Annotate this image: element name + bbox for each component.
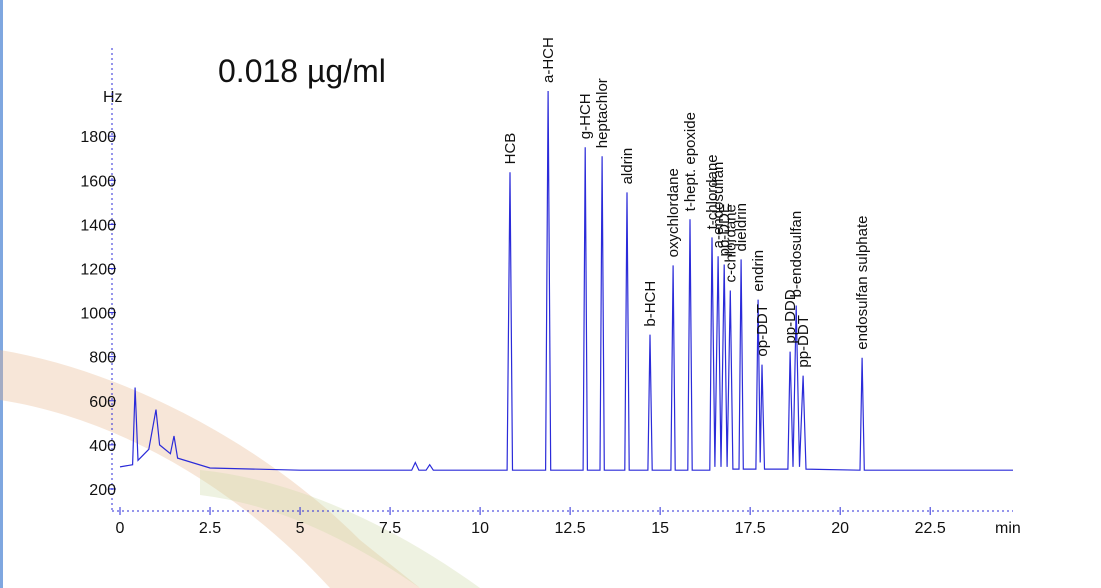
- y-tick-label: 1000: [80, 306, 116, 323]
- peak-label: t-chlordane: [704, 154, 721, 229]
- y-tick-label: 1400: [80, 217, 116, 234]
- y-tick-label: 400: [89, 438, 116, 455]
- peak-label: b-HCH: [642, 281, 659, 327]
- x-tick-label: 0: [116, 520, 125, 537]
- x-tick-label: 15: [651, 520, 669, 537]
- frame-edge: [0, 0, 3, 588]
- peak-label: b-endosulfan: [788, 211, 805, 298]
- peak-label: endosulfan sulphate: [854, 215, 871, 349]
- peak-label: pp-DDT: [795, 315, 812, 368]
- peak-label: pp-DDE: [716, 203, 733, 256]
- peak-label: HCB: [502, 133, 519, 165]
- y-tick-label: 1200: [80, 261, 116, 278]
- peak-label: g-HCH: [577, 93, 594, 139]
- y-tick-label: 800: [89, 350, 116, 367]
- peak-label: oxychlordane: [665, 168, 682, 257]
- trace: [119, 90, 1013, 471]
- peak-label: c-chlordane: [722, 204, 739, 282]
- x-tick-label: 7.5: [379, 520, 401, 537]
- peak-label: op-DDT: [754, 304, 771, 357]
- x-tick-label: 20: [831, 520, 849, 537]
- x-tick-label: 12.5: [555, 520, 586, 537]
- x-tick-label: 22.5: [915, 520, 946, 537]
- x-tick-label: 5: [296, 520, 305, 537]
- y-tick-label: 1800: [80, 129, 116, 146]
- peak-label: a-HCH: [540, 37, 557, 83]
- peak-label: dieldrin: [733, 203, 750, 251]
- peak-label: heptachlor: [594, 78, 611, 148]
- x-tick-label: 17.5: [735, 520, 766, 537]
- peak-label: aldrin: [619, 148, 636, 185]
- chart-title: 0.018 µg/ml: [218, 53, 386, 89]
- y-axis-label: Hz: [103, 89, 123, 106]
- y-tick-label: 200: [89, 482, 116, 499]
- peak-label: endrin: [750, 250, 767, 292]
- y-tick-label: 600: [89, 394, 116, 411]
- x-tick-label: 10: [471, 520, 489, 537]
- peak-label: pp-DDD: [782, 289, 799, 343]
- x-tick-label: 2.5: [199, 520, 221, 537]
- y-tick-label: 1600: [80, 173, 116, 190]
- peak-label: a-endosulfan: [710, 162, 727, 249]
- decoration: [200, 470, 480, 588]
- decoration: [0, 350, 420, 588]
- peak-label: t-hept. epoxide: [682, 112, 699, 211]
- x-axis-label: min: [995, 520, 1021, 537]
